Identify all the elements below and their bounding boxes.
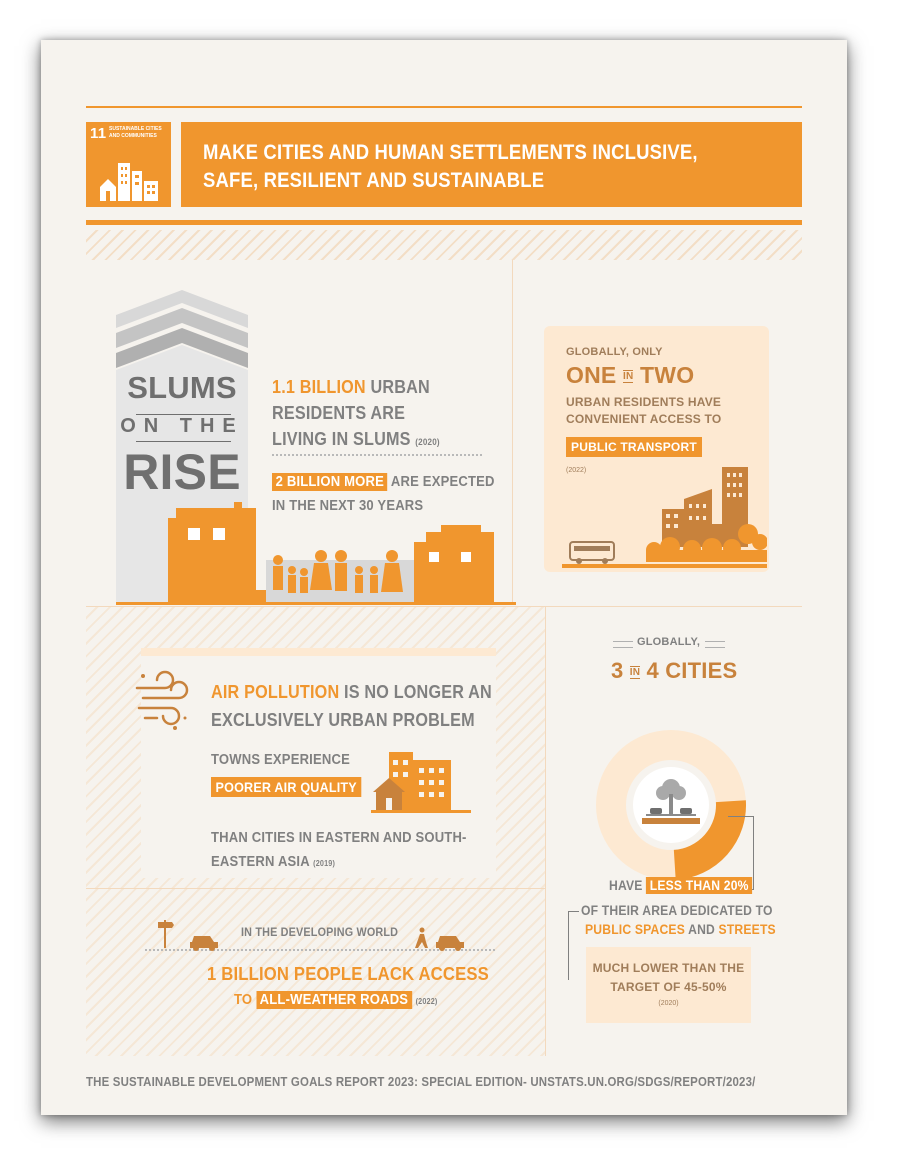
cities-streets: STREETS <box>718 922 776 937</box>
air-year: (2019) <box>313 859 336 868</box>
transport-line4: CONVENIENT ACCESS TO <box>566 412 722 426</box>
roads-line2: TO ALL-WEATHER ROADS (2022) <box>234 991 438 1009</box>
slums-stat-line1: URBAN <box>370 377 430 397</box>
air-rest1: IS NO LONGER AN <box>344 682 492 702</box>
air-poorer: POORER AIR QUALITY <box>211 777 362 797</box>
air-heading: AIR POLLUTION IS NO LONGER AN EXCLUSIVEL… <box>211 678 492 734</box>
transport-highlight: PUBLIC TRANSPORT <box>566 437 702 457</box>
goal-name: SUSTAINABLE CITIES AND COMMUNITIES <box>109 126 162 139</box>
chevron-2 <box>116 308 248 348</box>
transport-in: IN <box>623 370 634 384</box>
cities-globally: GLOBALLY, <box>637 636 701 648</box>
transport-year: (2022) <box>566 467 587 474</box>
roads-to: TO <box>234 992 253 1008</box>
slums-more-line2: IN THE NEXT 30 YEARS <box>272 498 424 514</box>
cities-public: PUBLIC SPACES <box>585 922 686 937</box>
wind-icon <box>135 670 189 730</box>
globally-rule-left <box>613 641 633 648</box>
top-rule <box>86 106 802 108</box>
air-than2: EASTERN ASIA <box>211 854 310 870</box>
roads-hatch-background <box>86 889 545 1056</box>
cities-area: OF THEIR AREA DEDICATED TO <box>581 903 773 918</box>
divider-horizontal-lower <box>86 888 545 889</box>
houses-icon <box>371 752 471 813</box>
cities-big-in: IN <box>629 665 641 679</box>
road-icons <box>158 920 464 951</box>
cities-and: AND <box>688 922 715 937</box>
footer-source: THE SUSTAINABLE DEVELOPMENT GOALS REPORT… <box>86 1074 756 1089</box>
divider-vertical-top <box>512 260 513 605</box>
slum-tower-illustration <box>116 290 516 605</box>
air-card-top-rule <box>141 648 496 656</box>
cities-donut-chart <box>596 730 746 880</box>
target-box: MUCH LOWER THAN THE TARGET OF 45-50% (20… <box>586 947 751 1023</box>
transport-one: ONE <box>566 362 617 388</box>
header-hatch-band <box>86 230 802 260</box>
title-banner: MAKE CITIES AND HUMAN SETTLEMENTS INCLUS… <box>181 122 802 207</box>
slums-stat-year: (2020) <box>415 437 440 447</box>
air-than1: THAN CITIES IN EASTERN AND SOUTH- <box>211 830 467 846</box>
slum-building-left <box>168 502 266 602</box>
on-the-word: ON THE <box>120 415 244 437</box>
road-dotted-line <box>145 949 495 951</box>
transport-two: TWO <box>640 362 695 388</box>
people-silhouettes <box>273 550 403 593</box>
roads-year: (2022) <box>415 997 438 1006</box>
title-line-1: MAKE CITIES AND HUMAN SETTLEMENTS INCLUS… <box>203 141 698 164</box>
slums-more: 2 BILLION MORE ARE EXPECTED IN THE NEXT … <box>272 470 495 518</box>
air-highlight: AIR POLLUTION <box>211 682 340 702</box>
slums-stat-line2: RESIDENTS ARE <box>272 403 406 423</box>
transport-big: ONE IN TWO <box>566 362 694 389</box>
rise-word: RISE <box>123 444 241 500</box>
donut-highlight-segment <box>673 800 746 880</box>
on-the-rule-bottom <box>136 441 231 442</box>
slum-building-right <box>414 525 494 602</box>
bus-and-city-icon <box>562 467 767 568</box>
callout-bracket-left <box>568 911 579 980</box>
air-towns: TOWNS EXPERIENCE <box>211 752 350 768</box>
transport-card: GLOBALLY, ONLY ONE IN TWO URBAN RESIDENT… <box>544 326 769 572</box>
cities-much2: TARGET OF 45-50% <box>610 980 727 994</box>
roads-highlight: ALL-WEATHER ROADS <box>256 991 412 1009</box>
slums-stat-highlight: 1.1 BILLION <box>272 377 366 397</box>
goal-number: 11 <box>90 125 107 142</box>
divider-horizontal-mid <box>86 606 802 607</box>
cities-much1: MUCH LOWER THAN THE <box>592 961 745 975</box>
chevron-1 <box>116 290 248 328</box>
cities-big: 3 IN 4 CITIES <box>611 658 737 684</box>
roads-developing: IN THE DEVELOPING WORLD <box>241 925 399 939</box>
infographic-page: 11 SUSTAINABLE CITIES AND COMMUNITIES <box>41 40 847 1115</box>
roads-line1: 1 BILLION PEOPLE LACK ACCESS <box>207 963 489 984</box>
cities-public-line: PUBLIC SPACES AND STREETS <box>585 922 776 937</box>
slums-stat-line3: LIVING IN SLUMS <box>272 429 411 449</box>
chevron-3 <box>116 328 248 368</box>
slums-word: SLUMS <box>127 370 237 405</box>
on-the-rule-top <box>136 414 231 415</box>
transport-line3: URBAN RESIDENTS HAVE <box>566 395 722 409</box>
globally-rule-right <box>705 641 725 648</box>
page-title: MAKE CITIES AND HUMAN SETTLEMENTS INCLUS… <box>203 139 698 195</box>
cities-have: HAVE <box>609 878 643 893</box>
slums-more-highlight: 2 BILLION MORE <box>272 473 388 491</box>
city-buildings-icon <box>100 163 158 201</box>
park-icon <box>642 779 700 824</box>
header-bottom-rule <box>86 220 802 225</box>
divider-vertical-bottom <box>545 606 546 1056</box>
cities-year: (2020) <box>658 1000 679 1007</box>
sdg-goal-icon: 11 SUSTAINABLE CITIES AND COMMUNITIES <box>86 122 171 207</box>
title-line-2: SAFE, RESILIENT AND SUSTAINABLE <box>203 169 545 192</box>
cities-big-3: 3 <box>611 658 624 683</box>
transport-lines: URBAN RESIDENTS HAVE CONVENIENT ACCESS T… <box>566 394 721 428</box>
slums-more-rest: ARE EXPECTED <box>390 474 495 490</box>
air-than: THAN CITIES IN EASTERN AND SOUTH- EASTER… <box>211 826 467 876</box>
transport-line1: GLOBALLY, ONLY <box>566 346 663 358</box>
slums-stat: 1.1 BILLION URBAN RESIDENTS ARE LIVING I… <box>272 374 440 455</box>
air-line2: EXCLUSIVELY URBAN PROBLEM <box>211 710 475 730</box>
cities-big-4: 4 CITIES <box>646 658 738 683</box>
slums-dotted-rule <box>272 454 482 456</box>
cities-have-line: HAVE LESS THAN 20% <box>609 877 753 894</box>
cities-less: LESS THAN 20% <box>646 877 753 894</box>
